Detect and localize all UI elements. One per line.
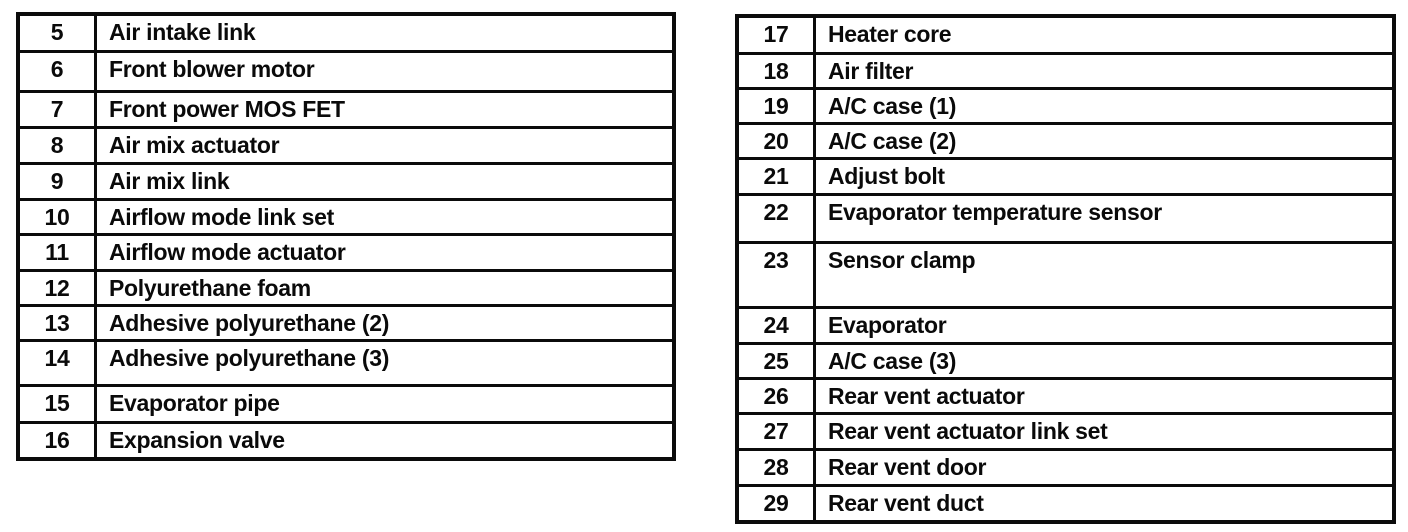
table-row: 21 Adjust bolt	[739, 160, 1392, 196]
table-row: 7 Front power MOS FET	[20, 93, 672, 129]
part-number-cell: 16	[20, 424, 97, 457]
part-name-cell: Heater core	[828, 21, 952, 47]
table-row: 23 Sensor clamp	[739, 244, 1392, 309]
part-number-cell: 26	[739, 380, 816, 412]
part-number-cell: 27	[739, 415, 816, 448]
part-number-cell: 6	[20, 53, 97, 90]
part-number-cell: 23	[739, 244, 816, 306]
part-name-cell: Adhesive polyurethane (2)	[109, 310, 390, 336]
parts-table-left: 5 Air intake link 6 Front blower motor 7 Fron…	[16, 12, 676, 461]
part-number-cell: 5	[20, 16, 97, 50]
part-number-cell: 24	[739, 309, 816, 342]
part-name-cell: Front blower motor	[109, 56, 315, 82]
table-row: 17 Heater core	[739, 18, 1392, 55]
part-name-cell: Adhesive polyurethane (3)	[109, 345, 390, 371]
part-name-cell: Rear vent duct	[828, 490, 984, 516]
part-name-cell: Airflow mode actuator	[109, 239, 346, 265]
part-name-cell: Evaporator temperature sensor	[828, 199, 1162, 225]
part-name-cell: Evaporator pipe	[109, 390, 280, 416]
table-row: 5 Air intake link	[20, 16, 672, 53]
part-name-cell: Sensor clamp	[828, 247, 976, 273]
part-number-cell: 22	[739, 196, 816, 241]
part-number-cell: 8	[20, 129, 97, 162]
part-number-cell: 14	[20, 342, 97, 384]
table-row: 13 Adhesive polyurethane (2)	[20, 307, 672, 342]
part-name-cell: A/C case (3)	[828, 348, 957, 374]
part-number-cell: 20	[739, 125, 816, 157]
part-name-cell: Rear vent door	[828, 454, 987, 480]
table-row: 8 Air mix actuator	[20, 129, 672, 165]
part-number-cell: 11	[20, 236, 97, 269]
part-name-cell: Polyurethane foam	[109, 275, 311, 301]
table-row: 16 Expansion valve	[20, 424, 672, 457]
part-name-cell: Evaporator	[828, 312, 947, 338]
table-row: 11 Airflow mode actuator	[20, 236, 672, 272]
part-number-cell: 28	[739, 451, 816, 484]
part-number-cell: 21	[739, 160, 816, 193]
table-row: 29 Rear vent duct	[739, 487, 1392, 520]
table-row: 12 Polyurethane foam	[20, 272, 672, 307]
part-number-cell: 9	[20, 165, 97, 198]
part-number-cell: 17	[739, 18, 816, 52]
part-name-cell: Air mix actuator	[109, 132, 280, 158]
part-name-cell: A/C case (2)	[828, 128, 957, 154]
part-name-cell: Air mix link	[109, 168, 230, 194]
part-number-cell: 12	[20, 272, 97, 304]
parts-table-right: 17 Heater core 18 Air filter 19 A/C case (1) 2…	[735, 14, 1396, 524]
table-row: 28 Rear vent door	[739, 451, 1392, 487]
table-row: 18 Air filter	[739, 55, 1392, 90]
part-name-cell: Airflow mode link set	[109, 204, 335, 230]
part-number-cell: 18	[739, 55, 816, 87]
table-row: 15 Evaporator pipe	[20, 387, 672, 424]
part-name-cell: Air filter	[828, 58, 914, 84]
part-number-cell: 13	[20, 307, 97, 339]
table-row: 25 A/C case (3)	[739, 345, 1392, 380]
part-name-cell: Rear vent actuator link set	[828, 418, 1108, 444]
part-number-cell: 15	[20, 387, 97, 421]
table-row: 14 Adhesive polyurethane (3)	[20, 342, 672, 387]
part-name-cell: Front power MOS FET	[109, 96, 345, 122]
table-row: 26 Rear vent actuator	[739, 380, 1392, 415]
table-row: 6 Front blower motor	[20, 53, 672, 93]
table-row: 10 Airflow mode link set	[20, 201, 672, 236]
part-name-cell: Expansion valve	[109, 427, 285, 453]
table-row: 22 Evaporator temperature sensor	[739, 196, 1392, 244]
part-number-cell: 7	[20, 93, 97, 126]
part-number-cell: 25	[739, 345, 816, 377]
part-number-cell: 19	[739, 90, 816, 122]
part-name-cell: Rear vent actuator	[828, 383, 1025, 409]
part-number-cell: 10	[20, 201, 97, 233]
table-row: 19 A/C case (1)	[739, 90, 1392, 125]
part-name-cell: A/C case (1)	[828, 93, 957, 119]
table-row: 20 A/C case (2)	[739, 125, 1392, 160]
table-row: 24 Evaporator	[739, 309, 1392, 345]
table-row: 27 Rear vent actuator link set	[739, 415, 1392, 451]
table-row: 9 Air mix link	[20, 165, 672, 201]
part-name-cell: Adjust bolt	[828, 163, 945, 189]
part-number-cell: 29	[739, 487, 816, 520]
part-name-cell: Air intake link	[109, 19, 256, 45]
